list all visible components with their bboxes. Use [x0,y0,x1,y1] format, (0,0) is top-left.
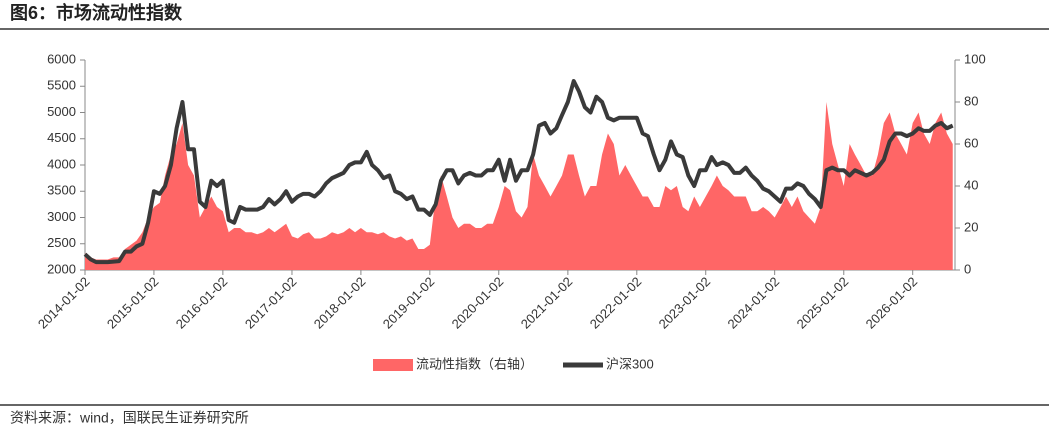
y-tick-label: 4500 [47,130,76,145]
y-tick-label: 5000 [47,104,76,119]
legend-label: 流动性指数（右轴） [416,356,533,371]
area [85,102,953,270]
source: 资料来源：wind，国联民生证券研究所 [10,410,249,426]
x-tick-label: 2020-01-02 [449,274,507,332]
y2-tick-label: 0 [964,261,971,276]
x-tick-label: 2018-01-02 [311,274,369,332]
x-tick-label: 2017-01-02 [242,274,300,332]
x-tick-label: 2026-01-02 [863,274,921,332]
y-tick-label: 2000 [47,261,76,276]
y-tick-label: 3500 [47,183,76,198]
y2-tick-label: 60 [964,135,978,150]
legend-label: 沪深300 [606,356,654,371]
y2-tick-label: 40 [964,177,978,192]
y2-tick-label: 80 [964,93,978,108]
x-tick-label: 2019-01-02 [380,274,438,332]
y-tick-label: 6000 [47,51,76,66]
x-tick-label: 2023-01-02 [656,274,714,332]
y2-tick-label: 20 [964,219,978,234]
legend-swatch [373,359,413,371]
chart-title: 图6：市场流动性指数 [10,2,183,23]
line [83,79,954,265]
y2-tick-label: 100 [964,51,986,66]
y-tick-label: 4000 [47,156,76,171]
y-tick-label: 2500 [47,235,76,250]
x-tick-label: 2022-01-02 [587,274,645,332]
y-tick-label: 3000 [47,209,76,224]
x-tick-label: 2024-01-02 [725,274,783,332]
x-tick-label: 2016-01-02 [173,274,231,332]
x-tick-label: 2014-01-02 [35,274,93,332]
y-tick-label: 5500 [47,78,76,93]
x-tick-label: 2015-01-02 [104,274,162,332]
x-tick-label: 2025-01-02 [794,274,852,332]
x-tick-label: 2021-01-02 [518,274,576,332]
